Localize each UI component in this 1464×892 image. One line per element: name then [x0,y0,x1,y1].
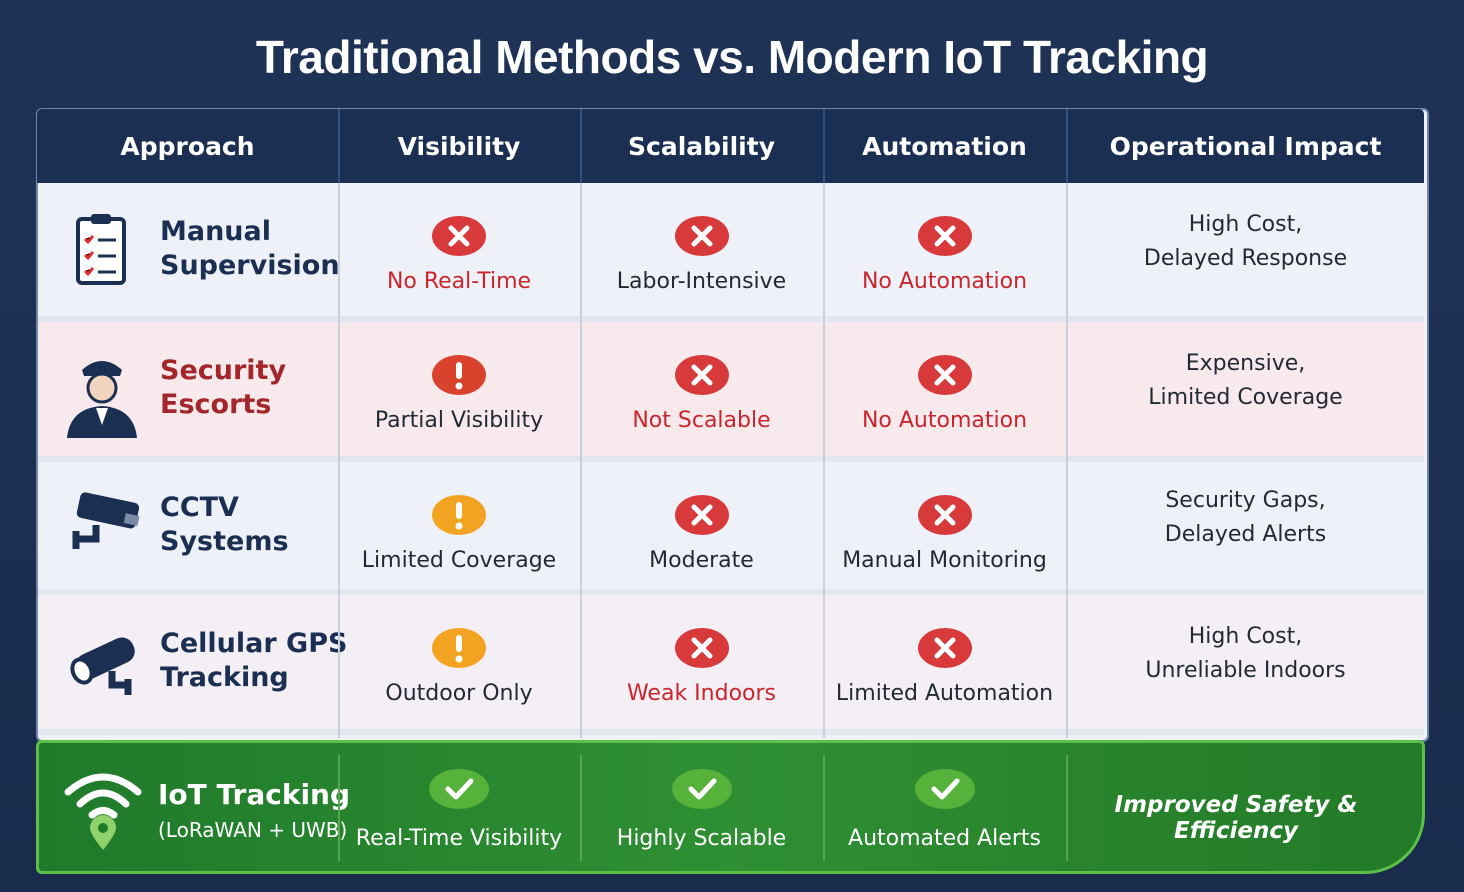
approach-icon [66,487,146,561]
column-divider [1066,183,1068,738]
column-header: Scalability [628,131,775,161]
impact-text: High Cost, [1188,624,1303,649]
status-icon [667,492,737,542]
impact-text: Limited Coverage [1148,385,1343,410]
approach-label: Security [160,355,287,386]
status-text: Manual Monitoring [842,548,1047,573]
page-title: Traditional Methods vs. Modern IoT Track… [255,31,1209,83]
status-text: No Automation [861,269,1028,294]
approach-label: Escorts [160,389,272,420]
status-text: Limited Coverage [361,548,557,573]
column-divider [1066,755,1068,861]
status-icon [424,352,494,402]
status-text: Real-Time Visibility [355,826,563,851]
table-row [38,595,1424,735]
header-band [37,109,1424,183]
status-text: Highly Scalable [616,826,787,851]
status-icon [910,352,980,402]
column-divider [823,183,825,738]
status-text: Outdoor Only [385,681,533,706]
column-divider [338,183,340,738]
impact-text: Unreliable Indoors [1145,658,1346,683]
header-divider [823,109,825,183]
status-icon [667,352,737,402]
status-icon [424,213,494,263]
column-divider [580,755,582,861]
impact-text: Delayed Alerts [1164,521,1327,547]
status-icon [910,492,980,542]
status-icon [910,766,980,816]
highlight-approach: IoT Tracking [158,778,351,811]
highlight-impact: Improved Safety & Efficiency [1114,792,1358,844]
status-icon [667,766,737,816]
header-divider [580,109,582,183]
column-header: Approach [120,131,255,161]
highlight-detail: (LoRaWAN + UWB) [158,818,348,842]
table-row [38,183,1424,322]
column-header: Visibility [397,131,521,161]
status-text: Weak Indoors [626,681,777,706]
impact-text: Expensive, [1185,351,1306,376]
status-text: Limited Automation [835,681,1054,706]
approach-icon [66,623,146,707]
status-icon [424,625,494,675]
impact-text: Delayed Response [1143,245,1348,271]
status-text: Moderate [649,548,754,573]
status-text: No Automation [861,408,1028,433]
approach-label: CCTV [160,491,239,523]
highlight-row [36,740,1425,874]
approach-label: Systems [160,525,289,557]
status-icon [424,492,494,542]
column-divider [580,183,582,738]
status-icon [910,625,980,675]
impact-text: Security Gaps, [1165,487,1326,513]
approach-label: Supervision [160,249,340,281]
status-text: No Real-Time [386,269,532,294]
approach-label: Manual [160,215,272,247]
column-header: Automation [862,131,1027,161]
table-row [38,462,1424,595]
status-text: Automated Alerts [848,826,1041,851]
column-divider [823,755,825,861]
approach-icon [66,211,136,295]
approach-icon [62,350,142,444]
column-header: Operational Impact [1109,131,1382,161]
column-divider [338,755,340,861]
status-text: Not Scalable [632,408,771,433]
status-text: Labor-Intensive [616,269,787,294]
impact-text: High Cost, [1188,211,1303,237]
status-icon [424,766,494,816]
status-icon [667,625,737,675]
table-row [38,322,1424,462]
approach-label: Cellular GPS [160,628,348,659]
wifi-icon [62,768,144,856]
status-icon [667,213,737,263]
header-divider [1066,109,1068,183]
status-text: Partial Visibility [374,408,544,433]
header-divider [338,109,340,183]
approach-label: Tracking [160,662,289,693]
status-icon [910,213,980,263]
